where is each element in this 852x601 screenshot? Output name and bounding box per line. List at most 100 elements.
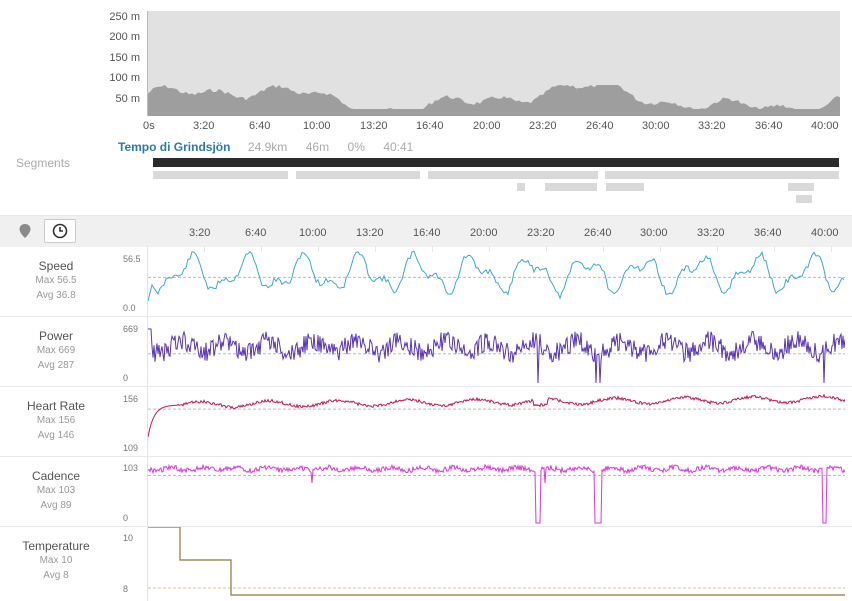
temperature-avg: Avg 8 bbox=[43, 570, 69, 581]
segment-bar[interactable] bbox=[428, 171, 598, 179]
cadence-title: Cadence bbox=[31, 469, 81, 483]
power-max: Max 669 bbox=[36, 345, 76, 356]
speed-bottom-value: 0.0 bbox=[123, 303, 136, 313]
power-avg: Avg 287 bbox=[37, 360, 75, 371]
temperature-chart[interactable] bbox=[148, 527, 845, 601]
elevation-x-tick: 13:20 bbox=[360, 120, 388, 132]
row-divider bbox=[0, 386, 852, 387]
segment-name[interactable]: Tempo di Grindsjön bbox=[118, 140, 231, 154]
temperature-title: Temperature bbox=[22, 539, 90, 553]
time-tick: 6:40 bbox=[245, 227, 267, 239]
segment-grade: 0% bbox=[347, 140, 365, 154]
speed-chart[interactable] bbox=[148, 246, 845, 316]
row-divider bbox=[0, 526, 852, 527]
time-tick: 10:00 bbox=[299, 227, 327, 239]
elevation-x-tick: 6:40 bbox=[249, 120, 271, 132]
time-tick: 20:00 bbox=[470, 227, 498, 239]
segment-time: 40:41 bbox=[383, 140, 414, 154]
segment-summary[interactable]: Tempo di Grindsjön 24.9km 46m 0% 40:41 bbox=[118, 138, 413, 156]
elevation-y-tick: 150 m bbox=[109, 52, 140, 64]
elevation-x-tick: 10:00 bbox=[303, 120, 331, 132]
time-tick: 40:00 bbox=[811, 227, 839, 239]
elevation-x-tick: 20:00 bbox=[473, 120, 501, 132]
map-view-button[interactable] bbox=[10, 220, 40, 242]
time-tick: 36:40 bbox=[754, 227, 782, 239]
elevation-area bbox=[147, 85, 840, 116]
row-divider bbox=[0, 456, 852, 457]
power-line bbox=[148, 328, 845, 384]
elevation-x-tick: 23:20 bbox=[529, 120, 557, 132]
speed-avg: Avg 36.8 bbox=[36, 290, 76, 301]
segment-bar[interactable] bbox=[296, 171, 420, 179]
elevation-x-tick: 26:40 bbox=[586, 120, 614, 132]
speed-label: Speed Max 56.5 Avg 36.8 bbox=[0, 259, 112, 303]
segment-bar[interactable] bbox=[605, 171, 839, 179]
elevation-x-tick: 3:20 bbox=[193, 120, 215, 132]
heart-rate-max: Max 156 bbox=[36, 415, 76, 426]
power-chart[interactable] bbox=[148, 317, 845, 386]
elevation-y-tick: 200 m bbox=[109, 31, 140, 43]
segment-bar[interactable] bbox=[606, 183, 644, 191]
heart-rate-avg: Avg 146 bbox=[37, 430, 75, 441]
cadence-chart[interactable] bbox=[148, 457, 845, 526]
segment-bar[interactable] bbox=[545, 183, 597, 191]
time-tick: 13:20 bbox=[356, 227, 384, 239]
power-title: Power bbox=[38, 329, 73, 343]
temperature-line bbox=[148, 527, 845, 596]
elevation-x-tick: 0s bbox=[143, 120, 155, 132]
clock-icon bbox=[52, 223, 68, 239]
segment-distance: 24.9km bbox=[247, 140, 288, 154]
cadence-bottom-value: 0 bbox=[123, 513, 129, 523]
heart-rate-top-value: 156 bbox=[123, 394, 139, 404]
segment-bar[interactable] bbox=[788, 183, 814, 191]
speed-title: Speed bbox=[38, 259, 74, 273]
elevation-chart: 250 m 200 m 150 m 100 m 50 m 0s 3:20 6:4… bbox=[0, 0, 852, 135]
segments-section: Tempo di Grindsjön 24.9km 46m 0% 40:41 S… bbox=[0, 135, 852, 215]
elevation-x-tick: 30:00 bbox=[642, 120, 670, 132]
speed-max: Max 56.5 bbox=[35, 275, 77, 286]
time-guides bbox=[147, 246, 832, 601]
heart-rate-label: Heart Rate Max 156 Avg 146 bbox=[0, 399, 112, 443]
heart-rate-chart[interactable] bbox=[148, 387, 845, 456]
time-tick: 3:20 bbox=[189, 227, 211, 239]
metrics-panel: Speed Max 56.5 Avg 36.8 56.5 0.0 Power M… bbox=[0, 246, 852, 601]
segment-bar[interactable] bbox=[796, 195, 812, 203]
power-top-value: 669 bbox=[123, 324, 139, 334]
temperature-top-value: 10 bbox=[123, 533, 134, 543]
row-divider bbox=[0, 316, 852, 317]
time-tick: 33:20 bbox=[697, 227, 725, 239]
cadence-line bbox=[148, 463, 845, 524]
segments-label: Segments bbox=[16, 156, 71, 170]
temperature-label: Temperature Max 10 Avg 8 bbox=[0, 539, 112, 583]
segment-bar-selected[interactable] bbox=[153, 158, 839, 167]
map-pin-icon bbox=[19, 224, 31, 238]
elevation-y-tick: 50 m bbox=[115, 93, 140, 105]
elevation-plot[interactable] bbox=[147, 11, 840, 116]
speed-top-value: 56.5 bbox=[123, 254, 141, 264]
segment-bar[interactable] bbox=[517, 183, 525, 191]
segment-bar[interactable] bbox=[153, 171, 288, 179]
elevation-x-tick: 33:20 bbox=[698, 120, 726, 132]
heart-rate-title: Heart Rate bbox=[26, 399, 86, 413]
time-tick: 23:20 bbox=[527, 227, 555, 239]
cadence-label: Cadence Max 103 Avg 89 bbox=[0, 469, 112, 513]
time-view-button[interactable] bbox=[44, 219, 76, 243]
cadence-avg: Avg 89 bbox=[40, 500, 72, 511]
elevation-y-tick: 100 m bbox=[109, 72, 140, 84]
cadence-max: Max 103 bbox=[36, 485, 76, 496]
temperature-bottom-value: 8 bbox=[123, 584, 129, 594]
elevation-y-tick: 250 m bbox=[109, 11, 140, 23]
time-tick: 30:00 bbox=[640, 227, 668, 239]
temperature-max: Max 10 bbox=[39, 555, 73, 566]
heart-rate-bottom-value: 109 bbox=[123, 443, 139, 453]
power-bottom-value: 0 bbox=[123, 373, 129, 383]
speed-line bbox=[148, 250, 845, 302]
analysis-toolbar: 3:20 6:40 10:00 13:20 16:40 20:00 23:20 … bbox=[0, 215, 852, 247]
time-tick: 16:40 bbox=[413, 227, 441, 239]
power-label: Power Max 669 Avg 287 bbox=[0, 329, 112, 373]
cadence-top-value: 103 bbox=[123, 463, 139, 473]
elevation-x-tick: 16:40 bbox=[416, 120, 444, 132]
time-tick: 26:40 bbox=[584, 227, 612, 239]
elevation-x-tick: 40:00 bbox=[811, 120, 839, 132]
heart-rate-line bbox=[148, 393, 845, 438]
